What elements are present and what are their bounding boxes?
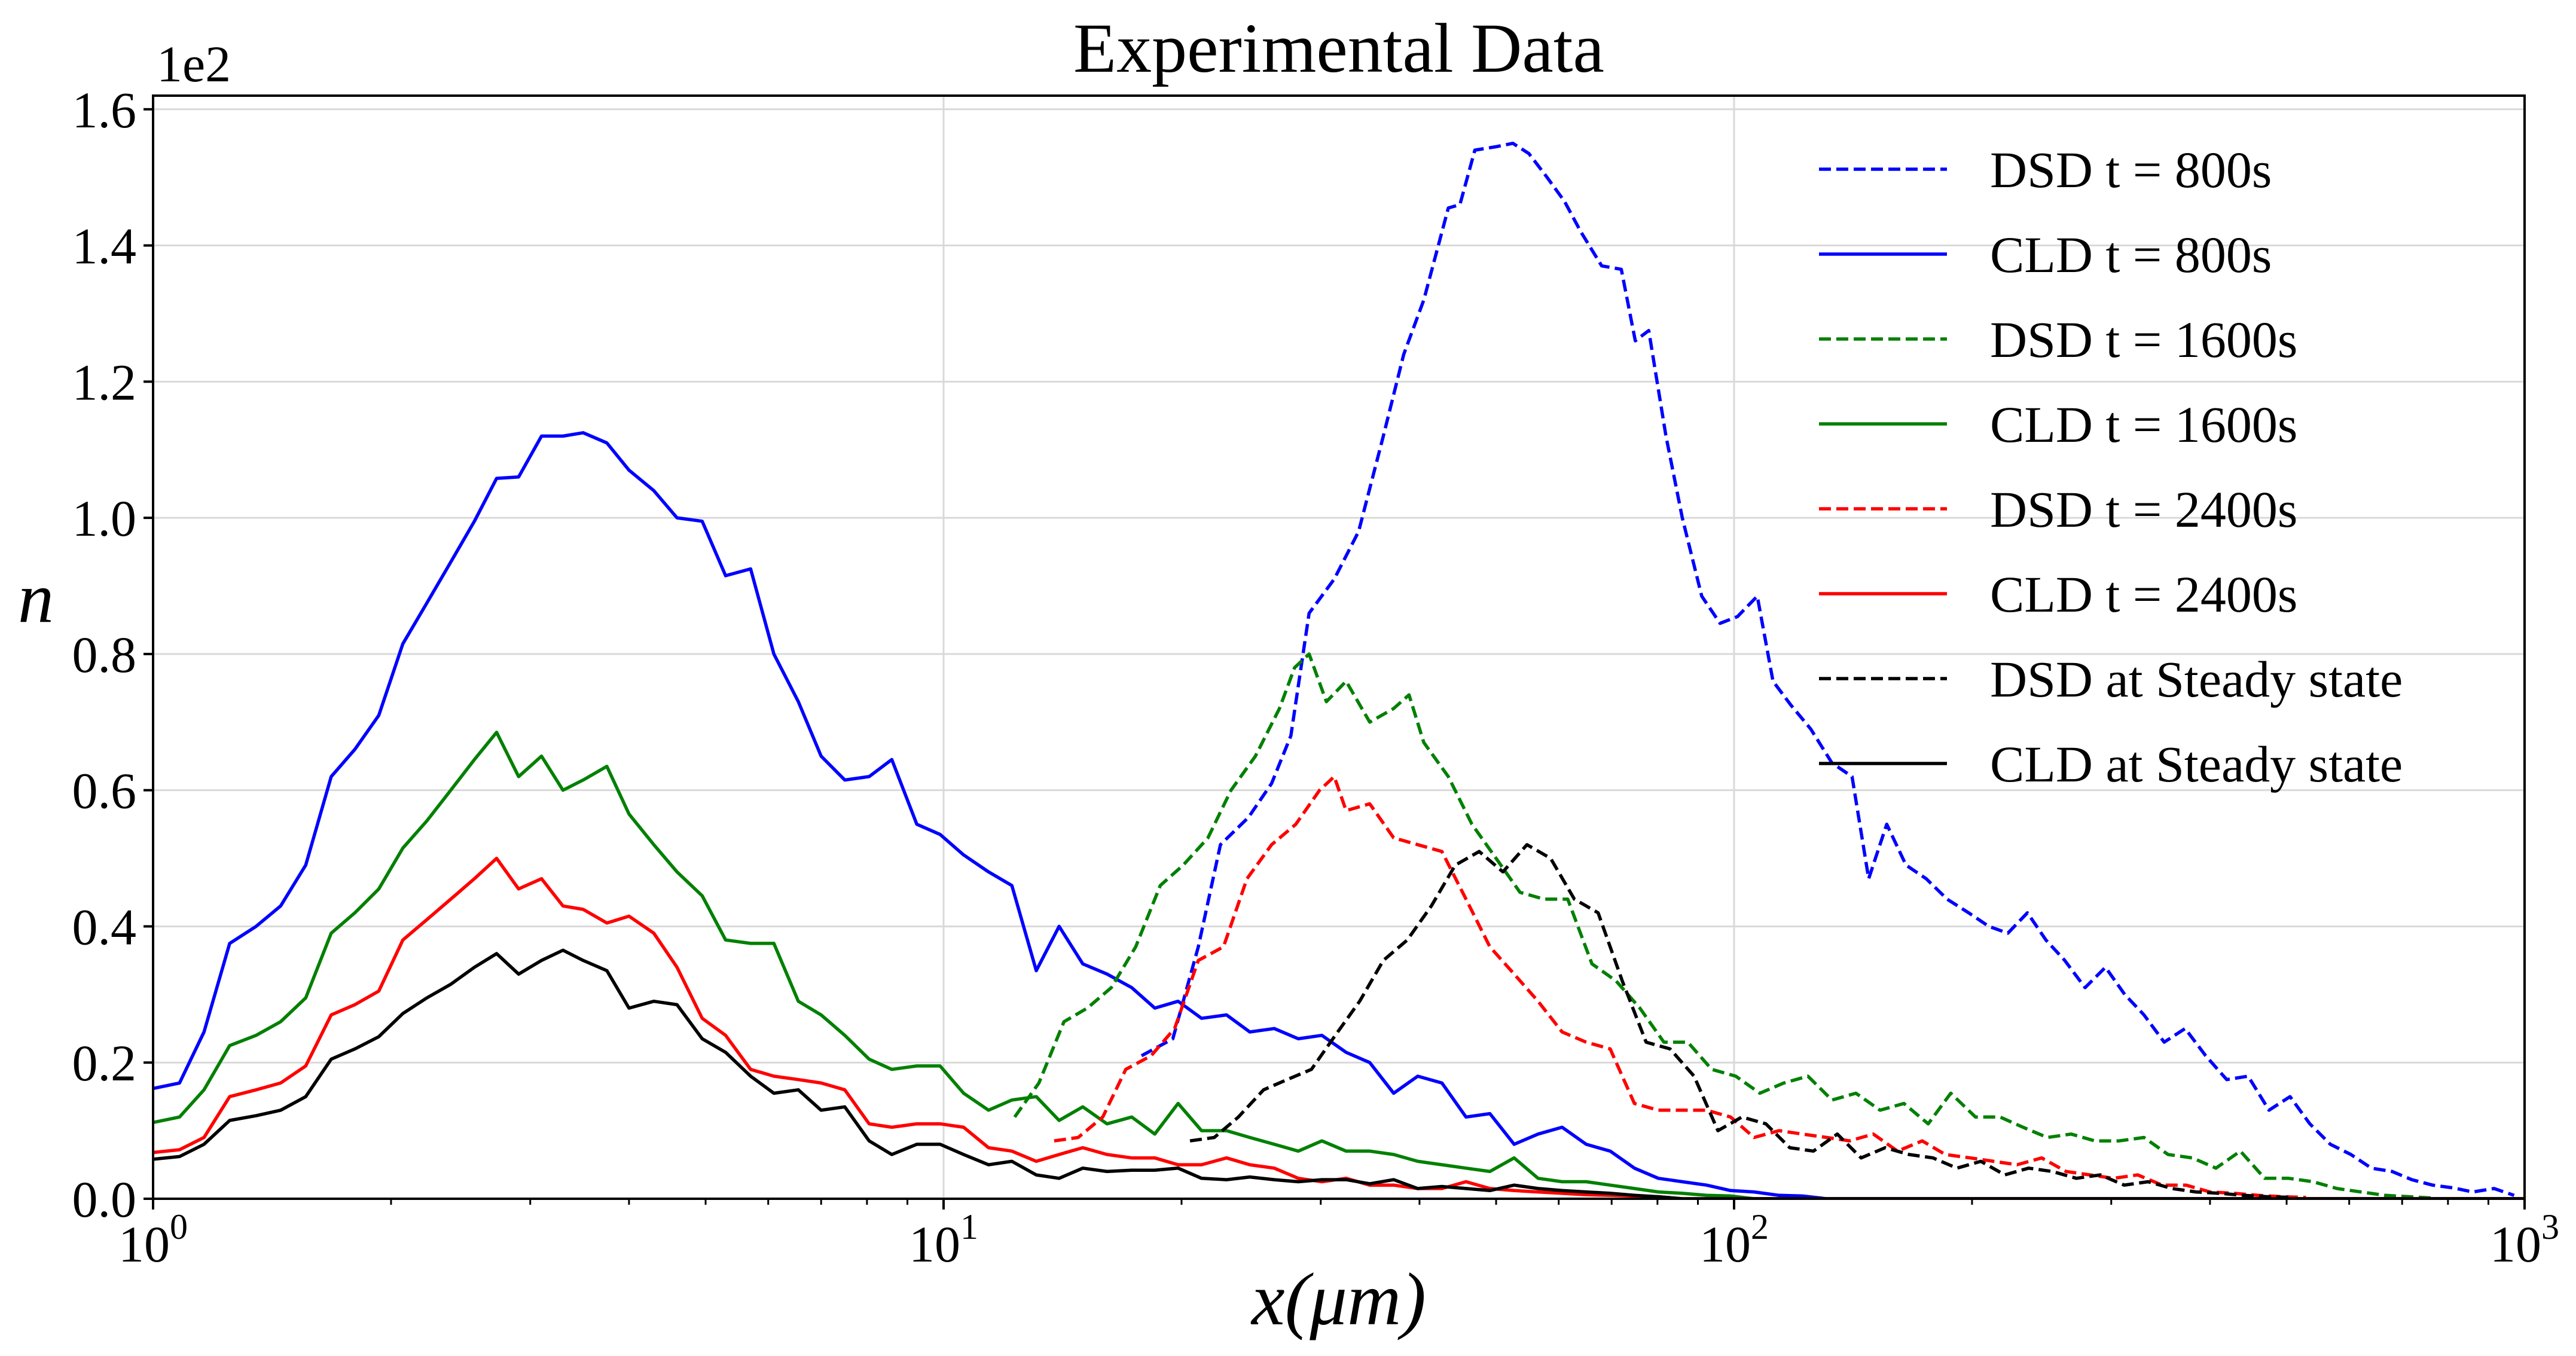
x-tick-exponent: 3 — [2541, 1207, 2559, 1247]
y-tick-label: 1.4 — [72, 218, 137, 275]
series-line — [153, 431, 2525, 1199]
x-tick-base: 10 — [909, 1215, 960, 1273]
series-line — [153, 856, 2525, 1199]
legend-label: CLD at Steady state — [1990, 735, 2403, 793]
y-tick-label: 0.6 — [72, 762, 137, 820]
y-tick-label: 1.6 — [72, 81, 137, 139]
y-axis-multiplier: 1e2 — [157, 35, 231, 93]
y-tick-label: 0.8 — [72, 626, 137, 683]
y-tick-label: 1.2 — [72, 353, 137, 411]
x-tick-label: 100 — [118, 1207, 188, 1273]
y-tick-label: 0.4 — [72, 898, 137, 955]
legend-label: CLD t = 800s — [1990, 226, 2272, 283]
x-tick-base: 10 — [2490, 1215, 2541, 1273]
series-line — [153, 948, 2525, 1199]
plot-frame — [152, 94, 2526, 1200]
y-tick-label: 0.2 — [72, 1034, 137, 1092]
x-tick-label: 101 — [909, 1207, 978, 1273]
series-line — [1013, 652, 2434, 1199]
y-axis-ticks: 0.0 0.2 0.4 0.6 0.8 1.0 1.2 1.4 1.6 — [72, 81, 153, 1228]
x-tick-exponent: 0 — [170, 1207, 188, 1247]
legend-label: CLD t = 1600s — [1990, 396, 2297, 453]
x-tick-label: 103 — [2490, 1207, 2559, 1273]
x-axis-ticks: 100 101 102 103 — [118, 1199, 2559, 1273]
x-tick-base: 10 — [1699, 1215, 1751, 1273]
legend-label: DSD t = 1600s — [1990, 311, 2297, 368]
series-line — [1054, 775, 2306, 1199]
y-axis-label: n — [18, 558, 54, 637]
x-tick-label: 102 — [1699, 1207, 1769, 1273]
legend-label: DSD t = 2400s — [1990, 481, 2297, 538]
y-tick-label: 1.0 — [72, 490, 137, 547]
y-tick-label: 0.0 — [72, 1171, 137, 1228]
series-line — [1189, 843, 2292, 1199]
legend-label: CLD t = 2400s — [1990, 566, 2297, 623]
x-tick-base: 10 — [118, 1215, 170, 1273]
legend-label: DSD at Steady state — [1990, 650, 2403, 708]
x-tick-exponent: 1 — [960, 1207, 978, 1247]
legend-label: DSD t = 800s — [1990, 141, 2272, 198]
series-line — [153, 731, 2525, 1199]
chart-legend: DSD t = 800s CLD t = 800s DSD t = 1600s CLD… — [1819, 141, 2403, 793]
x-tick-exponent: 2 — [1751, 1207, 1769, 1247]
series-line — [1140, 141, 2515, 1197]
x-axis-label: x(μm) — [1250, 1259, 1426, 1341]
chart-title: Experimental Data — [1073, 9, 1604, 87]
data-series — [153, 141, 2525, 1199]
